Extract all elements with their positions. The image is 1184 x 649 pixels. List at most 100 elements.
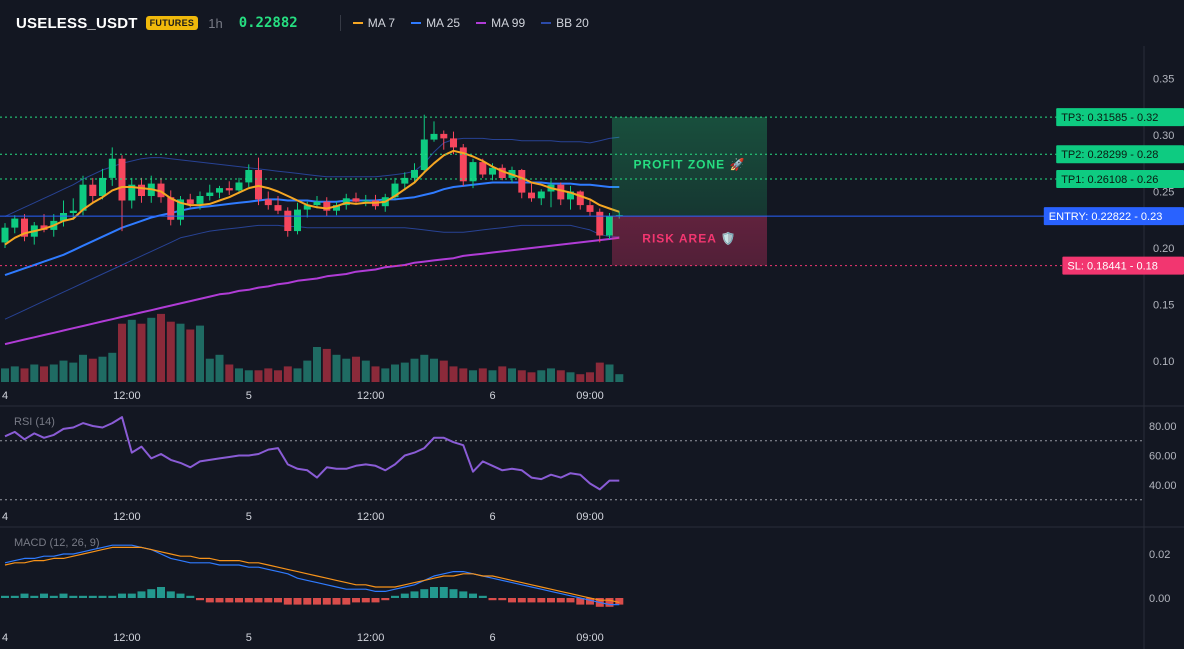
- price-tick-label: 0.30: [1153, 130, 1174, 142]
- macd-histogram-bar: [303, 598, 312, 605]
- volume-bar: [215, 354, 224, 382]
- macd-histogram-bar: [361, 598, 370, 603]
- rsi-time-tick: 4: [2, 511, 8, 523]
- macd-histogram-bar: [264, 598, 273, 603]
- candle-body: [11, 218, 19, 228]
- macd-tick-label: 0.02: [1149, 549, 1170, 561]
- macd-histogram-bar: [371, 598, 380, 603]
- candle-body: [235, 182, 243, 191]
- macd-histogram-bar: [274, 598, 282, 603]
- price-tick-label: 0.15: [1153, 300, 1174, 312]
- volume-bar: [59, 360, 68, 382]
- macd-histogram-bar: [196, 598, 204, 601]
- volume-bar: [293, 368, 302, 382]
- volume-bar: [478, 368, 487, 382]
- volume-bar: [1, 368, 9, 382]
- macd-histogram-bar: [127, 593, 136, 598]
- macd-title: MACD (12, 26, 9): [14, 537, 100, 549]
- level-tag-tp: [1056, 108, 1184, 127]
- candle-body: [128, 184, 136, 201]
- macd-histogram-bar: [1, 595, 9, 598]
- macd-histogram-bar: [166, 591, 175, 598]
- macd-histogram-bar: [498, 598, 507, 601]
- main-time-tick: 09:00: [576, 390, 604, 402]
- candle-body: [99, 177, 106, 196]
- level-tag-label-tp: TP1: 0.26108 - 0.26: [1061, 174, 1158, 186]
- volume-bar: [400, 362, 409, 382]
- main-time-tick: 12:00: [357, 390, 385, 402]
- rsi-line: [4, 416, 620, 491]
- price-tick-label: 0.25: [1153, 187, 1174, 199]
- legend-ma25[interactable]: MA 25: [411, 16, 460, 30]
- macd-histogram-bar: [293, 598, 302, 605]
- legend-ma99-swatch: [476, 22, 487, 24]
- volume-bar: [410, 358, 419, 382]
- volume-bar: [615, 374, 624, 382]
- macd-histogram-bar: [459, 591, 468, 598]
- volume-bar: [69, 362, 78, 382]
- profit-zone: [612, 117, 767, 217]
- level-tag-label-sl: SL: 0.18441 - 0.18: [1067, 261, 1158, 273]
- rsi-tick-label: 40.00: [1149, 480, 1177, 492]
- macd-time-tick: 12:00: [113, 632, 141, 644]
- macd-histogram-bar: [615, 598, 624, 605]
- macd-histogram-bar: [488, 598, 497, 601]
- volume-bar: [98, 356, 107, 382]
- macd-histogram-bar: [98, 595, 107, 598]
- indicator-legend: MA 7 MA 25 MA 99 BB 20: [352, 16, 589, 30]
- candle-body: [264, 199, 272, 206]
- level-tag-tp: [1056, 170, 1184, 188]
- macd-histogram-bar: [332, 598, 341, 605]
- volume-bar: [49, 364, 58, 382]
- macd-histogram-bar: [322, 598, 331, 605]
- macd-histogram-bar: [59, 593, 68, 598]
- volume-bar: [449, 366, 458, 382]
- candle-body: [586, 205, 594, 212]
- candle-body: [186, 199, 194, 204]
- header-divider: [339, 15, 341, 31]
- macd-histogram-bar: [430, 587, 438, 598]
- volume-bar: [537, 370, 546, 382]
- level-tag-tp: [1056, 145, 1184, 164]
- volume-bar: [547, 368, 555, 382]
- candle-body: [342, 198, 350, 206]
- legend-bb20-swatch: [541, 22, 552, 24]
- macd-histogram-bar: [49, 595, 58, 598]
- macd-histogram-bar: [20, 593, 29, 598]
- legend-ma99-label: MA 99: [491, 16, 526, 30]
- legend-ma99[interactable]: MA 99: [476, 16, 525, 30]
- volume-bar: [586, 372, 594, 382]
- volume-bar: [147, 317, 156, 382]
- rsi-title: RSI (14): [14, 416, 55, 428]
- macd-histogram-bar: [186, 595, 195, 598]
- volume-bar: [527, 372, 536, 382]
- candle-body: [557, 184, 565, 200]
- macd-histogram-bar: [157, 587, 165, 598]
- ma99-line: [4, 236, 620, 346]
- macd-histogram-bar: [10, 595, 19, 598]
- price-tick-label: 0.10: [1153, 356, 1174, 368]
- level-tag-sl: [1062, 256, 1184, 275]
- candle-body: [489, 167, 496, 175]
- volume-bar: [322, 348, 331, 382]
- profit-zone-label: PROFIT ZONE 🚀: [634, 158, 746, 172]
- volume-bar: [556, 370, 565, 382]
- volume-bar: [30, 364, 39, 382]
- legend-ma7[interactable]: MA 7: [352, 16, 395, 30]
- legend-bb20[interactable]: BB 20: [541, 16, 589, 30]
- macd-histogram-bar: [469, 593, 477, 598]
- timeframe-label[interactable]: 1h: [208, 15, 223, 31]
- volume-bar: [127, 319, 136, 382]
- candle-body: [157, 183, 165, 198]
- price-tick-label: 0.20: [1153, 243, 1174, 255]
- macd-histogram-bar: [391, 595, 399, 598]
- symbol-name[interactable]: USELESS_USDT: [16, 14, 138, 32]
- volume-bar: [166, 321, 175, 382]
- candle-body: [138, 184, 145, 196]
- volume-bar: [10, 366, 19, 382]
- volume-bar: [566, 372, 575, 382]
- macd-histogram-bar: [137, 591, 146, 598]
- macd-histogram-bar: [313, 598, 321, 605]
- rsi-time-tick: 12:00: [113, 511, 141, 523]
